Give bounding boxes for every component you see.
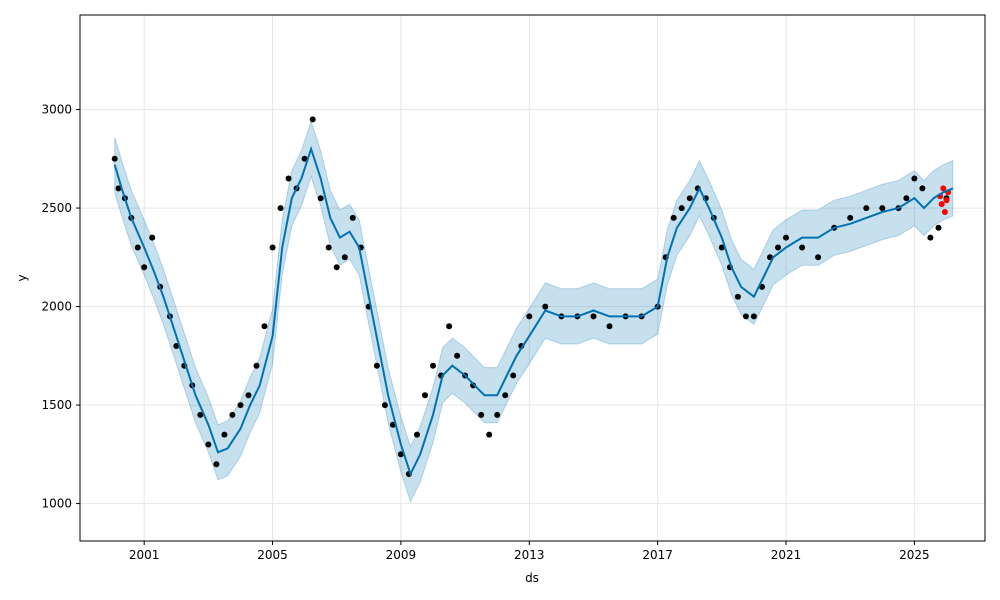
- observed-point: [606, 323, 613, 330]
- observed-point: [775, 244, 781, 251]
- forecast-line-layer: [113, 145, 954, 477]
- observed-point: [277, 205, 284, 212]
- y-tick-label: 2000: [41, 300, 72, 314]
- x-tick-label: 2013: [514, 548, 545, 562]
- y-axis-label: y: [15, 274, 29, 281]
- observed-point: [718, 244, 725, 251]
- observed-point: [229, 411, 236, 418]
- x-axis-ticks: 2001 2005 2009 2013 2017 2021 2025: [129, 541, 930, 562]
- observed-point: [134, 244, 141, 251]
- observed-point: [742, 313, 749, 320]
- observed-point: [919, 185, 926, 192]
- observed-point: [111, 155, 118, 162]
- observed-point: [317, 195, 324, 202]
- observed-point: [863, 205, 870, 212]
- uncertainty-band-layer: [114, 119, 954, 503]
- observed-point: [903, 195, 910, 202]
- observed-point: [149, 234, 156, 241]
- observed-point: [815, 254, 822, 261]
- plot-area-frame: [79, 14, 986, 542]
- observed-point: [309, 116, 316, 123]
- observed-point: [542, 303, 549, 310]
- observed-point: [454, 352, 461, 359]
- observed-point: [446, 323, 453, 330]
- x-tick-label: 2001: [129, 548, 160, 562]
- observed-point: [205, 441, 212, 448]
- observed-point: [686, 195, 693, 202]
- observed-point: [486, 431, 493, 438]
- observed-point: [799, 244, 806, 251]
- observed-point: [261, 323, 268, 330]
- observed-point: [750, 313, 757, 320]
- grid-lines: [80, 15, 985, 541]
- observed-point: [847, 214, 854, 221]
- observed-point: [269, 244, 276, 251]
- observed-point: [734, 293, 741, 300]
- x-tick-label: 2009: [386, 548, 417, 562]
- observed-point: [783, 234, 789, 241]
- observed-point: [526, 313, 533, 320]
- observed-point: [879, 205, 886, 212]
- uncertainty-band: [114, 119, 954, 503]
- observed-point: [397, 451, 404, 458]
- holdout-point: [940, 185, 947, 192]
- observed-point: [115, 185, 122, 192]
- observed-point: [478, 411, 485, 418]
- observed-point: [935, 224, 942, 231]
- observed-point: [341, 254, 348, 261]
- holdout-point: [941, 209, 948, 215]
- holdout-point: [938, 201, 945, 208]
- observed-point: [325, 244, 332, 251]
- forecast-line: [113, 145, 954, 477]
- observed-point: [670, 214, 677, 221]
- y-tick-label: 3000: [41, 103, 72, 117]
- observed-point: [285, 175, 292, 182]
- y-tick-label: 1500: [41, 398, 72, 412]
- observed-point: [927, 234, 934, 241]
- observed-point: [510, 372, 517, 379]
- x-tick-label: 2021: [771, 548, 802, 562]
- observed-point: [502, 392, 509, 399]
- observed-point: [494, 411, 501, 418]
- observed-point: [373, 362, 380, 369]
- observed-point: [590, 313, 597, 320]
- observed-point: [141, 264, 148, 271]
- observed-point: [253, 362, 260, 369]
- x-axis-label: ds: [525, 571, 539, 585]
- observed-point: [197, 411, 204, 418]
- y-tick-label: 1000: [41, 497, 72, 511]
- observed-point: [911, 175, 918, 182]
- x-tick-label: 2017: [642, 548, 673, 562]
- plot-area-background: [80, 15, 985, 541]
- observed-point: [422, 392, 428, 399]
- observed-point: [333, 264, 340, 271]
- holdout-point: [943, 197, 950, 204]
- observed-point: [237, 402, 244, 409]
- y-tick-label: 2500: [41, 201, 72, 215]
- observed-point: [349, 214, 356, 221]
- observed-point: [221, 431, 228, 438]
- observed-point: [173, 343, 180, 349]
- x-tick-label: 2025: [899, 548, 930, 562]
- observed-point: [213, 461, 220, 468]
- x-tick-label: 2005: [257, 548, 288, 562]
- observed-point: [430, 362, 436, 369]
- observed-point: [381, 402, 388, 409]
- observed-point: [245, 392, 252, 399]
- observed-point: [301, 155, 308, 162]
- observed-point: [414, 431, 420, 438]
- observed-point: [678, 205, 685, 212]
- y-axis-ticks: 1000 1500 2000 2500 3000: [41, 103, 80, 511]
